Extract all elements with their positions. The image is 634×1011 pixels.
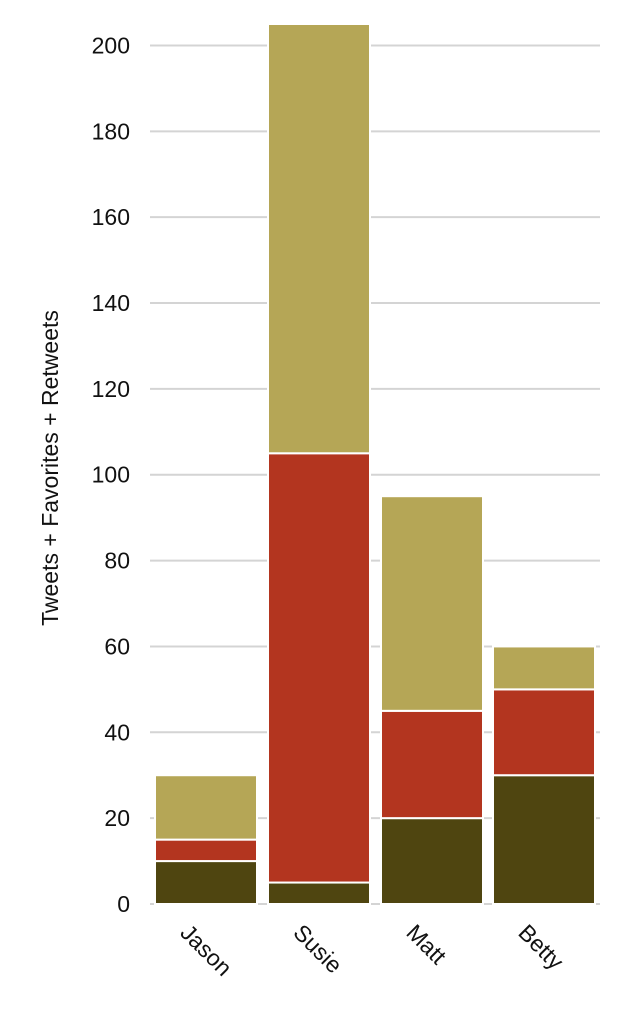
x-category-label: Susie	[288, 919, 347, 978]
bar-susie-segment-1	[267, 881, 371, 905]
x-category-label: Matt	[401, 919, 451, 969]
bar-matt-segment-3	[380, 495, 484, 712]
x-category-label: Jason	[175, 919, 237, 981]
y-tick-label: 120	[92, 376, 130, 402]
bar-jason-segment-3	[154, 774, 258, 841]
y-tick-label: 100	[92, 462, 130, 488]
y-tick-label: 0	[117, 891, 130, 917]
bar-betty-segment-2	[492, 688, 596, 777]
y-tick-label: 180	[92, 118, 130, 144]
bar-jason-segment-2	[154, 838, 258, 863]
bar-betty-segment-1	[492, 774, 596, 905]
y-tick-label: 160	[92, 204, 130, 230]
bar-matt-segment-1	[380, 817, 484, 906]
y-tick-label: 40	[104, 719, 130, 745]
y-axis-ticks: 0 20 40 60 80 100 120 140 160 180 200	[92, 32, 130, 917]
y-axis-title: Tweets + Favorites + Retweets	[37, 310, 63, 626]
y-tick-label: 200	[92, 32, 130, 58]
y-tick-label: 80	[104, 548, 130, 574]
y-tick-label: 140	[92, 290, 130, 316]
bar-susie-segment-2	[267, 452, 371, 884]
y-tick-label: 20	[104, 805, 130, 831]
x-category-label: Betty	[513, 919, 569, 975]
x-axis-labels: Jason Susie Matt Betty	[175, 919, 569, 981]
bar-betty-segment-3	[492, 645, 596, 691]
bar-matt-segment-2	[380, 709, 484, 820]
bar-susie-segment-3	[267, 23, 371, 455]
y-tick-label: 60	[104, 633, 130, 659]
bar-jason-segment-1	[154, 860, 258, 906]
bars	[154, 23, 596, 906]
